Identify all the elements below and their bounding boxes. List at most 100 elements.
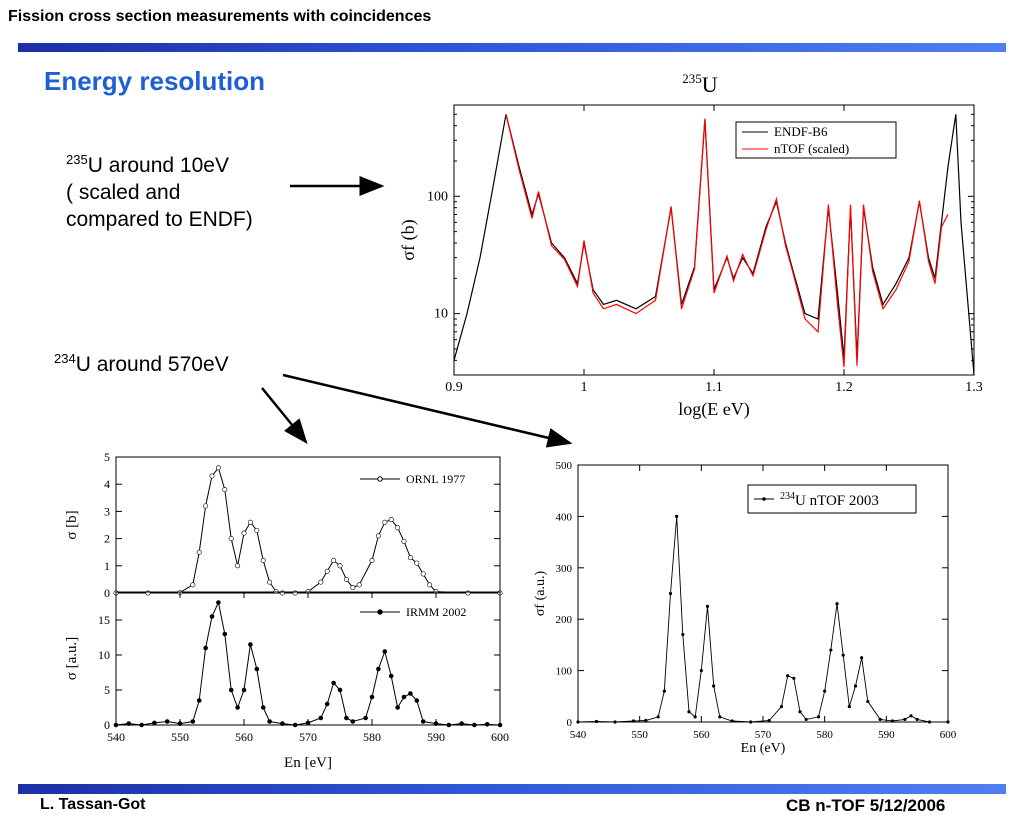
data-point (823, 689, 827, 693)
data-point (318, 715, 324, 721)
data-point (484, 722, 490, 727)
data-point (241, 530, 247, 536)
x-tick-label: 1.2 (835, 380, 853, 395)
data-point (164, 719, 170, 724)
y-tick-label: 10 (434, 307, 448, 322)
legend-marker (377, 609, 383, 615)
data-point (209, 614, 215, 619)
data-point (254, 527, 260, 533)
data-point (576, 720, 580, 724)
data-point (909, 714, 913, 718)
data-point (749, 720, 753, 724)
x-tick-label: 580 (816, 729, 833, 741)
data-point (878, 717, 882, 722)
data-point (433, 721, 439, 726)
data-point (222, 487, 228, 493)
series-line-0 (115, 600, 501, 726)
data-point (222, 631, 228, 637)
x-tick-label: 1.3 (965, 380, 983, 395)
x-axis-label: En (eV) (741, 741, 786, 756)
x-tick-label: 570 (299, 730, 317, 744)
data-point (248, 642, 253, 647)
data-point (126, 721, 132, 726)
note-u235-line1: U around 10eV (87, 154, 229, 177)
data-point (267, 719, 272, 724)
y-axis-label: σf (a.u.) (533, 571, 548, 617)
data-point (267, 579, 273, 585)
y-tick-label: 200 (556, 614, 573, 626)
data-point (804, 717, 808, 722)
x-tick-label: 1 (581, 380, 588, 395)
y-tick-label: 1 (104, 559, 110, 573)
chart-irmm: 0 5 10 15 540 550 560 570 580 590 600 σ [a.u.] En [e… (64, 591, 509, 771)
data-point (420, 571, 426, 577)
data-point (254, 666, 260, 672)
arrow-u234-ornl (261, 387, 308, 444)
y-tick-label: 10 (98, 648, 110, 662)
data-point (594, 719, 599, 724)
data-point (662, 689, 666, 693)
data-point (472, 722, 477, 728)
data-point (280, 721, 285, 726)
legend-label-ntof: nTOF (scaled) (774, 141, 849, 156)
x-tick-label: 590 (427, 730, 445, 744)
legend-label: 234U nTOF 2003 (780, 491, 879, 509)
data-point (853, 684, 858, 688)
data-point (712, 684, 716, 688)
legend-marker (377, 476, 383, 482)
data-point (177, 721, 183, 726)
data-point (730, 719, 734, 723)
data-point (631, 719, 636, 723)
x-tick-label: 0.9 (445, 380, 463, 395)
data-point (681, 633, 685, 637)
legend-label: IRMM 2002 (406, 605, 466, 619)
data-point (705, 604, 710, 608)
legend-box (735, 121, 897, 159)
data-point (228, 536, 234, 542)
data-point (699, 669, 703, 673)
chart-title: 235U (682, 71, 718, 97)
data-point (798, 710, 802, 714)
x-axis-label: En [eV] (284, 755, 332, 771)
note-u234: 234U around 570eV (54, 345, 229, 378)
x-tick-label: 540 (107, 730, 125, 744)
data-point (369, 557, 375, 563)
data-point (459, 721, 464, 726)
y-tick-label: 0 (104, 586, 110, 600)
footer-author: L. Tassan-Got (40, 796, 146, 813)
x-tick-label: 570 (755, 729, 772, 741)
data-point (395, 705, 400, 710)
note-u234-sup: 234 (54, 351, 76, 366)
data-point (414, 560, 420, 566)
x-tick-label: 600 (491, 730, 509, 744)
data-point (190, 582, 196, 588)
note-u234-text: U around 570eV (75, 353, 229, 376)
data-point (337, 687, 343, 693)
note-u235-line3: compared to ENDF) (66, 208, 253, 231)
legend-box (747, 484, 917, 514)
data-point (395, 525, 401, 531)
x-axis-label: log(E eV) (678, 399, 749, 420)
data-point (324, 568, 330, 574)
chart-title-sup: 235 (682, 71, 702, 86)
footer-bar (18, 784, 1006, 794)
x-tick-label: 550 (171, 730, 189, 744)
x-tick-label: 1.1 (705, 380, 723, 395)
data-point (382, 519, 388, 525)
data-point (331, 680, 336, 686)
data-point (860, 656, 864, 660)
data-point (369, 694, 375, 700)
x-tick-label: 600 (940, 729, 957, 741)
data-point (408, 691, 413, 696)
y-tick-label: 3 (104, 504, 110, 518)
chart-ornl: 0 1 2 3 4 5 σ [b] ORNL 1977 (64, 450, 503, 600)
data-point (613, 720, 617, 724)
arrow-u234-ntof (282, 373, 573, 448)
data-point (847, 704, 851, 709)
data-point (816, 715, 821, 719)
data-point (890, 719, 895, 723)
y-tick-label: 0 (104, 718, 110, 732)
y-tick-label: 300 (556, 563, 573, 575)
note-u235-sup: 235 (66, 152, 88, 167)
